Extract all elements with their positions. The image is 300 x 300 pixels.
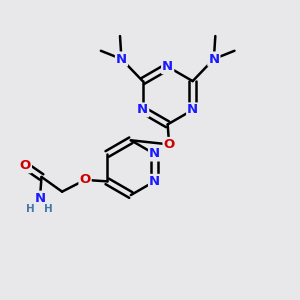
Text: N: N xyxy=(149,148,160,160)
Text: N: N xyxy=(162,60,173,73)
Text: O: O xyxy=(164,138,175,151)
Text: H: H xyxy=(44,204,52,214)
Text: N: N xyxy=(187,103,198,116)
Text: N: N xyxy=(208,52,219,65)
Text: O: O xyxy=(20,159,31,172)
Text: N: N xyxy=(34,192,46,205)
Text: O: O xyxy=(80,173,91,186)
Text: N: N xyxy=(149,175,160,188)
Text: N: N xyxy=(137,103,148,116)
Text: H: H xyxy=(26,204,35,214)
Text: N: N xyxy=(116,52,127,65)
